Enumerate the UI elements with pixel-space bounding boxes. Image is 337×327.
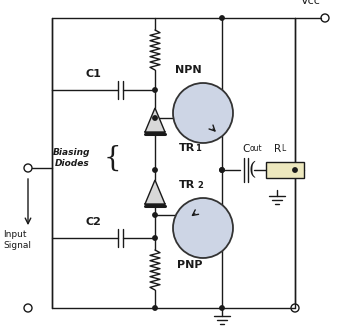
Text: out: out xyxy=(250,144,263,153)
Text: PNP: PNP xyxy=(177,260,203,270)
Circle shape xyxy=(220,306,224,310)
Text: C: C xyxy=(242,144,249,154)
Text: L: L xyxy=(281,144,285,153)
Text: Biasing
Diodes: Biasing Diodes xyxy=(53,148,91,168)
Text: {: { xyxy=(103,145,121,171)
Text: 1: 1 xyxy=(195,144,201,153)
Circle shape xyxy=(153,88,157,92)
Circle shape xyxy=(153,236,157,240)
Polygon shape xyxy=(145,180,165,204)
Text: TR: TR xyxy=(179,180,195,190)
Circle shape xyxy=(220,16,224,20)
Text: Vcc: Vcc xyxy=(301,0,321,6)
Text: C2: C2 xyxy=(85,217,101,227)
Text: NPN: NPN xyxy=(175,65,202,75)
Text: Input
Signal: Input Signal xyxy=(3,230,31,250)
Polygon shape xyxy=(145,108,165,132)
Circle shape xyxy=(220,168,224,172)
Text: TR: TR xyxy=(179,143,195,153)
Text: R: R xyxy=(274,144,281,154)
Text: C1: C1 xyxy=(85,69,101,79)
Circle shape xyxy=(173,198,233,258)
Circle shape xyxy=(293,168,297,172)
Bar xyxy=(266,162,304,178)
Circle shape xyxy=(220,168,224,172)
Text: 2: 2 xyxy=(197,181,203,190)
Circle shape xyxy=(153,168,157,172)
Circle shape xyxy=(153,213,157,217)
Circle shape xyxy=(153,306,157,310)
Circle shape xyxy=(153,116,157,120)
Circle shape xyxy=(173,83,233,143)
Text: (: ( xyxy=(249,161,256,179)
